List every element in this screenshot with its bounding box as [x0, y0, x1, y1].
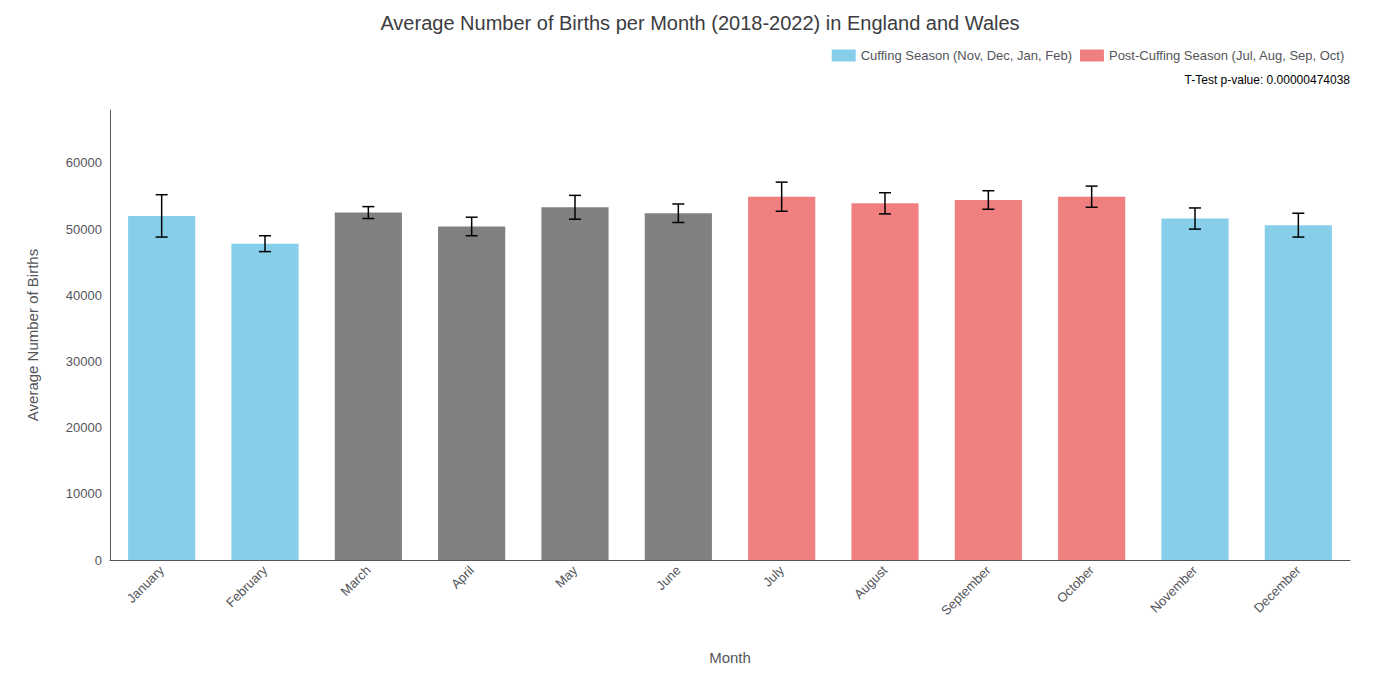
svg-text:February: February: [223, 562, 271, 610]
svg-text:60000: 60000: [66, 155, 102, 170]
svg-text:Cuffing Season (Nov, Dec, Jan,: Cuffing Season (Nov, Dec, Jan, Feb): [861, 48, 1072, 63]
svg-text:May: May: [552, 562, 580, 590]
svg-text:November: November: [1147, 562, 1200, 615]
svg-text:June: June: [653, 563, 684, 594]
svg-text:September: September: [938, 562, 994, 618]
svg-text:October: October: [1054, 562, 1098, 606]
svg-text:20000: 20000: [66, 420, 102, 435]
svg-text:January: January: [124, 562, 168, 606]
svg-text:Average Number of Births: Average Number of Births: [24, 249, 41, 421]
svg-text:Month: Month: [709, 649, 751, 666]
svg-text:August: August: [851, 562, 890, 601]
svg-text:40000: 40000: [66, 288, 102, 303]
svg-text:Post-Cuffing Season (Jul, Aug,: Post-Cuffing Season (Jul, Aug, Sep, Oct): [1109, 48, 1344, 63]
svg-text:March: March: [338, 563, 374, 599]
svg-text:50000: 50000: [66, 222, 102, 237]
svg-text:30000: 30000: [66, 354, 102, 369]
svg-text:0: 0: [95, 553, 102, 568]
svg-text:December: December: [1251, 562, 1304, 615]
svg-text:10000: 10000: [66, 486, 102, 501]
svg-text:April: April: [448, 563, 477, 592]
svg-text:July: July: [760, 562, 787, 589]
svg-text:T-Test p-value: 0.00000474038: T-Test p-value: 0.00000474038: [1185, 73, 1351, 87]
svg-text:Average Number of Births per M: Average Number of Births per Month (2018…: [380, 12, 1019, 34]
